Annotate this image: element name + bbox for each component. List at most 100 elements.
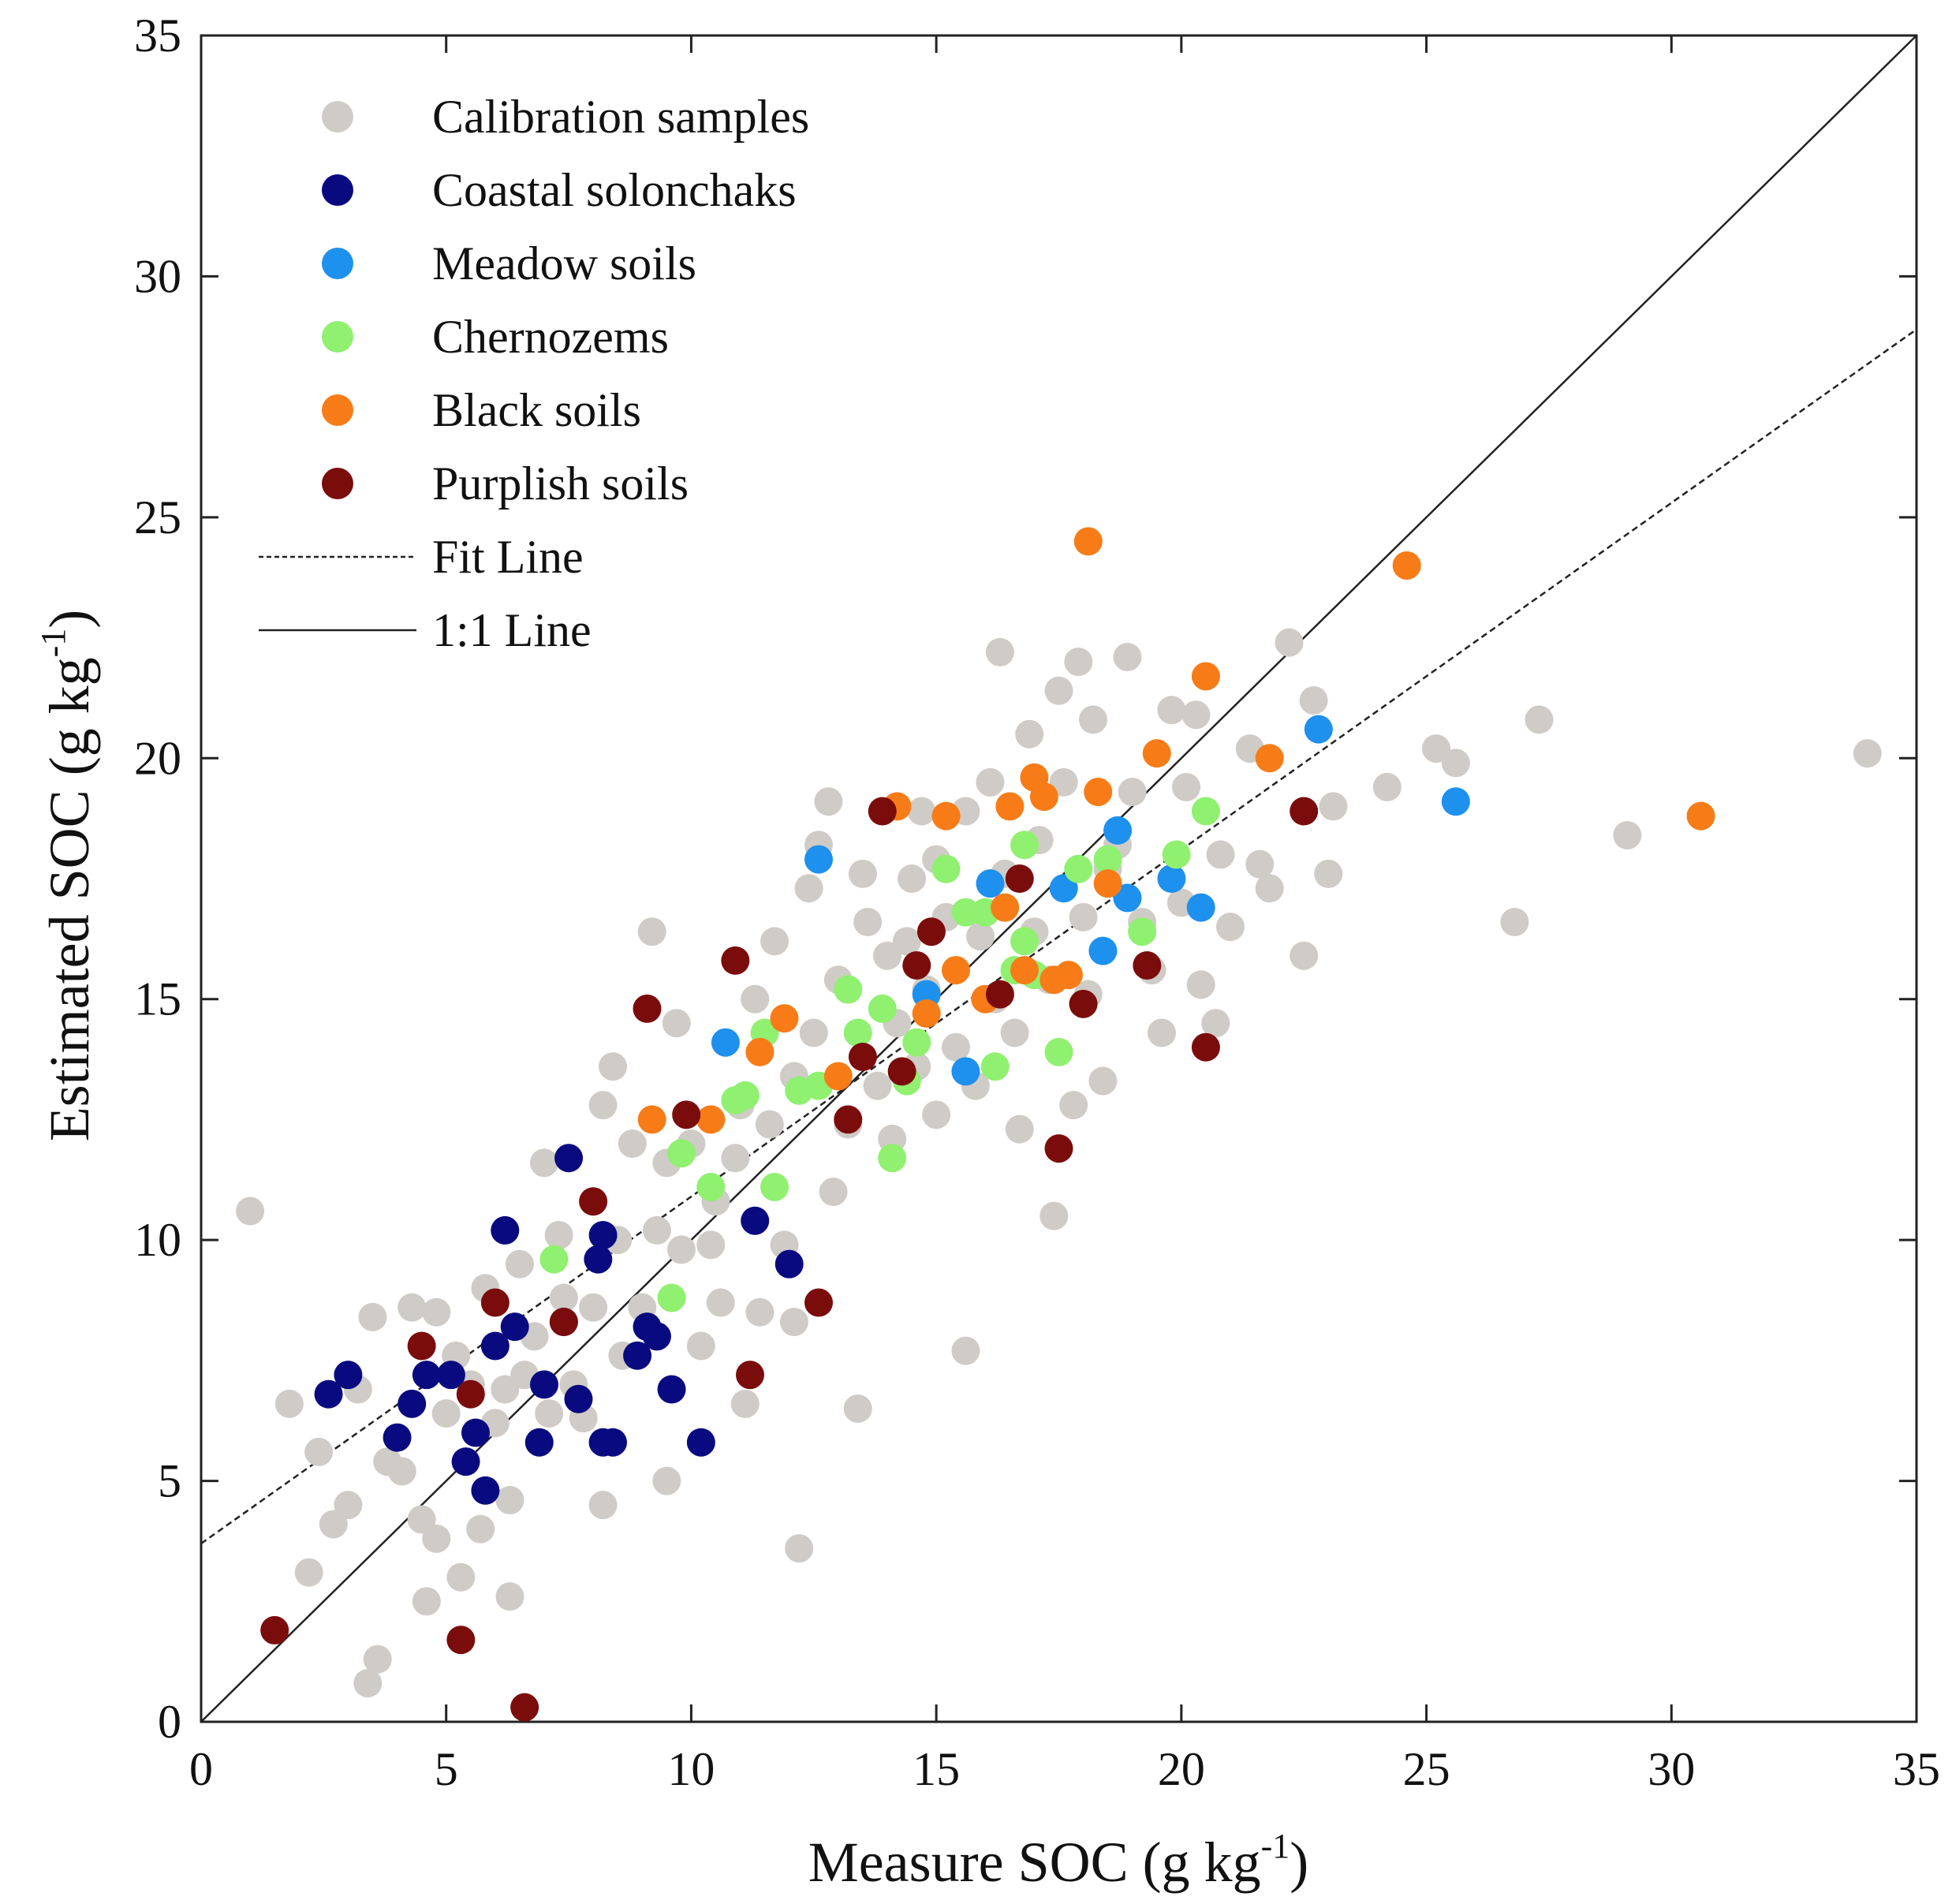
data-point <box>431 1399 461 1428</box>
data-point <box>1162 840 1191 869</box>
data-point <box>387 1457 416 1486</box>
data-point <box>1186 970 1215 999</box>
data-point <box>1029 782 1058 812</box>
data-point <box>1079 705 1107 734</box>
data-point <box>480 1331 509 1361</box>
data-point <box>584 1245 613 1274</box>
data-point <box>985 980 1014 1009</box>
data-point <box>294 1558 323 1587</box>
data-point <box>942 956 970 985</box>
data-point <box>304 1437 334 1466</box>
data-point <box>1191 1032 1220 1062</box>
data-point <box>760 1172 789 1201</box>
data-point <box>779 1307 808 1336</box>
data-point <box>461 1418 490 1447</box>
legend-label: Black soils <box>432 384 641 436</box>
data-point <box>745 1297 774 1327</box>
data-point <box>966 922 995 951</box>
data-point <box>1255 874 1284 903</box>
data-point <box>397 1389 427 1418</box>
data-point <box>995 792 1025 821</box>
data-point <box>1049 874 1078 903</box>
series-5 <box>260 797 1319 1722</box>
data-point <box>843 1394 872 1423</box>
data-point <box>814 787 843 816</box>
x-tick-label: 35 <box>1893 1743 1940 1795</box>
data-point <box>1088 1066 1118 1096</box>
x-tick-label: 0 <box>189 1743 213 1795</box>
data-point <box>564 1384 593 1413</box>
data-point <box>599 1052 627 1081</box>
data-point <box>353 1669 383 1698</box>
y-tick-label: 15 <box>134 973 181 1025</box>
data-point <box>785 1534 814 1563</box>
x-axis-title: Measure SOC (g kg-1) <box>808 1827 1309 1894</box>
data-point <box>579 1293 608 1322</box>
data-point <box>892 927 921 956</box>
data-point <box>1039 1201 1069 1230</box>
data-point <box>1157 696 1186 725</box>
data-point <box>907 797 936 826</box>
data-point <box>1015 719 1044 749</box>
data-point <box>980 1052 1010 1081</box>
data-point <box>554 1144 584 1173</box>
data-point <box>422 1524 451 1553</box>
data-point <box>358 1302 387 1331</box>
data-point <box>588 1221 618 1250</box>
data-point <box>436 1361 465 1390</box>
data-point <box>770 1004 799 1033</box>
data-point <box>902 1028 931 1057</box>
data-point <box>1186 893 1215 922</box>
data-point <box>505 1249 534 1279</box>
legend-label: Coastal solonchaks <box>432 164 797 216</box>
data-point <box>495 1486 524 1515</box>
data-point <box>491 1215 520 1245</box>
data-point <box>260 1615 289 1645</box>
data-point <box>1191 797 1220 826</box>
data-point <box>1044 1037 1073 1066</box>
data-point <box>637 1105 666 1134</box>
legend-label: Fit Line <box>432 531 584 583</box>
legend-marker <box>322 174 353 206</box>
data-point <box>652 1466 681 1495</box>
data-point <box>422 1297 451 1327</box>
data-point <box>236 1197 265 1226</box>
data-point <box>730 1081 760 1110</box>
data-point <box>471 1476 500 1505</box>
data-point <box>721 1144 750 1173</box>
data-point <box>1005 1114 1034 1144</box>
data-point <box>1372 772 1401 801</box>
y-axis-title-close: ) <box>38 610 101 629</box>
data-point <box>1113 643 1142 672</box>
data-point <box>696 1105 726 1134</box>
data-point <box>686 1428 715 1457</box>
data-point <box>672 1100 701 1129</box>
data-point <box>1054 961 1083 990</box>
legend-label: Chernozems <box>432 311 669 363</box>
data-point <box>696 1230 726 1260</box>
x-axis-title-close: ) <box>1290 1831 1308 1894</box>
data-point <box>1500 907 1529 936</box>
axis-ticks: 0 5 10 15 20 25 30 35 0 5 10 15 20 25 30 35 <box>134 9 1940 1795</box>
data-point <box>1000 1018 1029 1047</box>
data-point <box>774 1249 804 1279</box>
data-point <box>1093 869 1122 898</box>
data-point <box>951 1336 980 1365</box>
legend: Calibration samples Coastal solonchaks Mea… <box>259 91 809 656</box>
data-point <box>657 1283 686 1312</box>
data-point <box>1853 739 1882 768</box>
data-point <box>1314 859 1343 888</box>
data-point <box>642 1215 671 1245</box>
data-point <box>274 1389 304 1418</box>
data-point <box>588 1091 618 1120</box>
data-point <box>1392 551 1421 580</box>
y-tick-label: 10 <box>134 1214 181 1266</box>
data-point <box>1049 767 1078 797</box>
data-point <box>1103 816 1133 845</box>
data-point <box>1441 787 1470 816</box>
data-point <box>642 1322 671 1351</box>
data-point <box>1157 864 1186 893</box>
data-points <box>236 527 1882 1722</box>
legend-marker <box>322 248 353 279</box>
y-tick-label: 25 <box>134 491 181 543</box>
